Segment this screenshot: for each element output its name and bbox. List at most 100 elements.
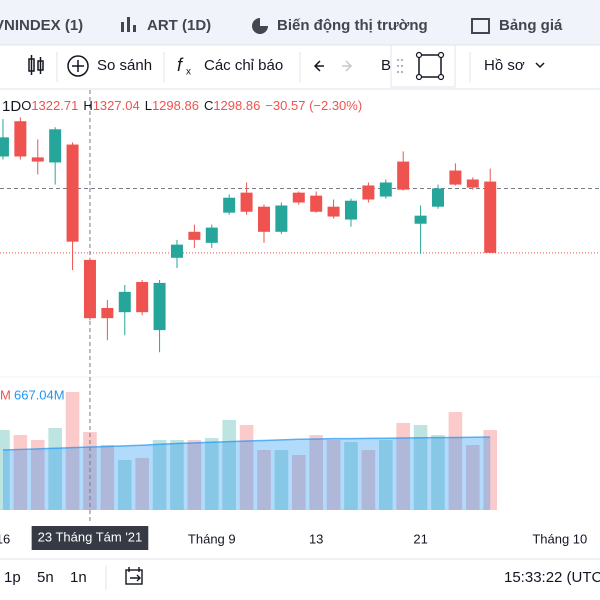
volume-bar bbox=[30, 439, 45, 510]
floating-panel bbox=[390, 44, 456, 88]
volume-bar bbox=[0, 430, 10, 510]
tab-bar bbox=[0, 0, 600, 45]
bar-icon bbox=[121, 17, 136, 32]
tab[interactable]: VNINDEX (1) bbox=[0, 17, 83, 34]
crosshair-label: 23 Tháng Tám '21 bbox=[38, 529, 143, 544]
volume-bar bbox=[291, 454, 306, 510]
x-tick-label: Tháng 9 bbox=[188, 531, 236, 546]
range-button[interactable]: 1p bbox=[4, 569, 21, 586]
legend-label: O bbox=[21, 98, 31, 113]
candle-body bbox=[49, 129, 62, 163]
candle-body bbox=[257, 206, 270, 232]
toolbar-button[interactable]: B bbox=[381, 57, 391, 74]
interval: 1D bbox=[2, 98, 21, 115]
volume-bar bbox=[483, 430, 497, 510]
volume-bar bbox=[431, 435, 445, 510]
volume-bar bbox=[413, 424, 428, 510]
volume-bar bbox=[378, 439, 393, 510]
candle-body bbox=[327, 206, 340, 217]
rectangle-tool bbox=[415, 51, 445, 81]
candle-body bbox=[292, 192, 305, 203]
candle-body bbox=[31, 157, 44, 162]
volume-bar bbox=[187, 439, 202, 510]
date-range-button[interactable] bbox=[125, 567, 143, 585]
candle-body bbox=[310, 195, 323, 212]
candle-type-button[interactable] bbox=[28, 55, 44, 75]
volume-bar bbox=[100, 445, 115, 510]
tab[interactable]: ART (1D) bbox=[147, 17, 211, 34]
compare-button[interactable]: So sánh bbox=[97, 57, 152, 74]
fx-icon: f bbox=[177, 55, 184, 75]
legend-value: 1298.86 bbox=[213, 98, 260, 113]
candle-body bbox=[83, 259, 96, 319]
floating-toolbar[interactable] bbox=[390, 44, 456, 88]
range-button[interactable]: 1n bbox=[70, 569, 87, 586]
rectangle-tool[interactable] bbox=[418, 54, 442, 78]
legend-label: L bbox=[145, 98, 152, 113]
volume-bar bbox=[117, 459, 132, 510]
legend-label: C bbox=[204, 98, 213, 113]
volume-bar bbox=[274, 450, 289, 510]
chevron bbox=[535, 62, 545, 69]
plus-icon bbox=[72, 60, 84, 72]
ohlc-legend: 1DO1322.71 H1327.04 L1298.86 C1298.86 −30.57… bbox=[2, 98, 362, 115]
candle-body bbox=[136, 282, 149, 313]
candle-body bbox=[484, 181, 497, 253]
x-tick-label: 16 bbox=[0, 531, 10, 546]
tab[interactable]: Bảng giá bbox=[499, 17, 563, 34]
volume-bar bbox=[257, 450, 271, 510]
volume-bar bbox=[448, 412, 463, 510]
chart: 1DO1322.71 H1327.04 L1298.86 C1298.86 −30.57… bbox=[0, 90, 600, 550]
clock: 15:33:22 (UTC bbox=[504, 569, 600, 586]
volume-value: 667.04M bbox=[14, 387, 65, 402]
candle-body bbox=[101, 308, 114, 319]
candle-body bbox=[397, 161, 410, 190]
undo-button[interactable] bbox=[313, 60, 324, 72]
volume-bar bbox=[170, 439, 184, 510]
redo-button[interactable] bbox=[342, 60, 353, 72]
volume-bar bbox=[135, 457, 149, 510]
profile-button[interactable]: Hồ sơ bbox=[484, 57, 525, 74]
fx-icon: x bbox=[186, 67, 191, 78]
indicators-button[interactable]: Các chỉ báo bbox=[204, 57, 283, 74]
volume-bar bbox=[344, 442, 358, 510]
candle-body bbox=[188, 231, 201, 240]
volume-ma-line bbox=[2, 436, 491, 451]
volume-name: M bbox=[0, 387, 11, 402]
legend-label: H bbox=[83, 98, 92, 113]
legend-value: 1298.86 bbox=[152, 98, 199, 113]
candle-body bbox=[431, 188, 444, 207]
volume-bar bbox=[326, 439, 341, 510]
candle-body bbox=[362, 185, 375, 200]
candle-body bbox=[223, 197, 236, 213]
range-button[interactable]: 5n bbox=[37, 569, 54, 586]
legend-value: 1322.71 bbox=[31, 98, 78, 113]
legend-change: −30.57 (−2.30%) bbox=[265, 98, 362, 113]
plus-icon bbox=[67, 55, 89, 77]
candle-body bbox=[275, 205, 288, 232]
volume-bar bbox=[361, 450, 376, 510]
x-tick-label: 13 bbox=[309, 531, 323, 546]
volume-bar bbox=[396, 422, 410, 510]
volume-bar bbox=[152, 439, 167, 510]
drag-handle bbox=[396, 58, 404, 74]
candle-body bbox=[379, 182, 392, 197]
volume-bar bbox=[204, 438, 219, 510]
candle-body bbox=[344, 200, 357, 220]
x-tick-label: Tháng 10 bbox=[532, 531, 587, 546]
table-icon bbox=[471, 18, 490, 34]
volume-bar bbox=[465, 445, 480, 510]
candle-body bbox=[205, 227, 218, 243]
candle-body bbox=[118, 291, 131, 313]
candle-body bbox=[153, 282, 166, 331]
tab[interactable]: Biến động thị trường bbox=[277, 17, 428, 34]
volume-bar bbox=[309, 435, 323, 510]
volume-bar bbox=[65, 391, 80, 510]
legend-value: 1327.04 bbox=[93, 98, 140, 113]
candle-body bbox=[14, 121, 27, 157]
candle-body bbox=[414, 215, 427, 224]
candle-body bbox=[0, 137, 9, 157]
candle-body bbox=[170, 244, 183, 258]
